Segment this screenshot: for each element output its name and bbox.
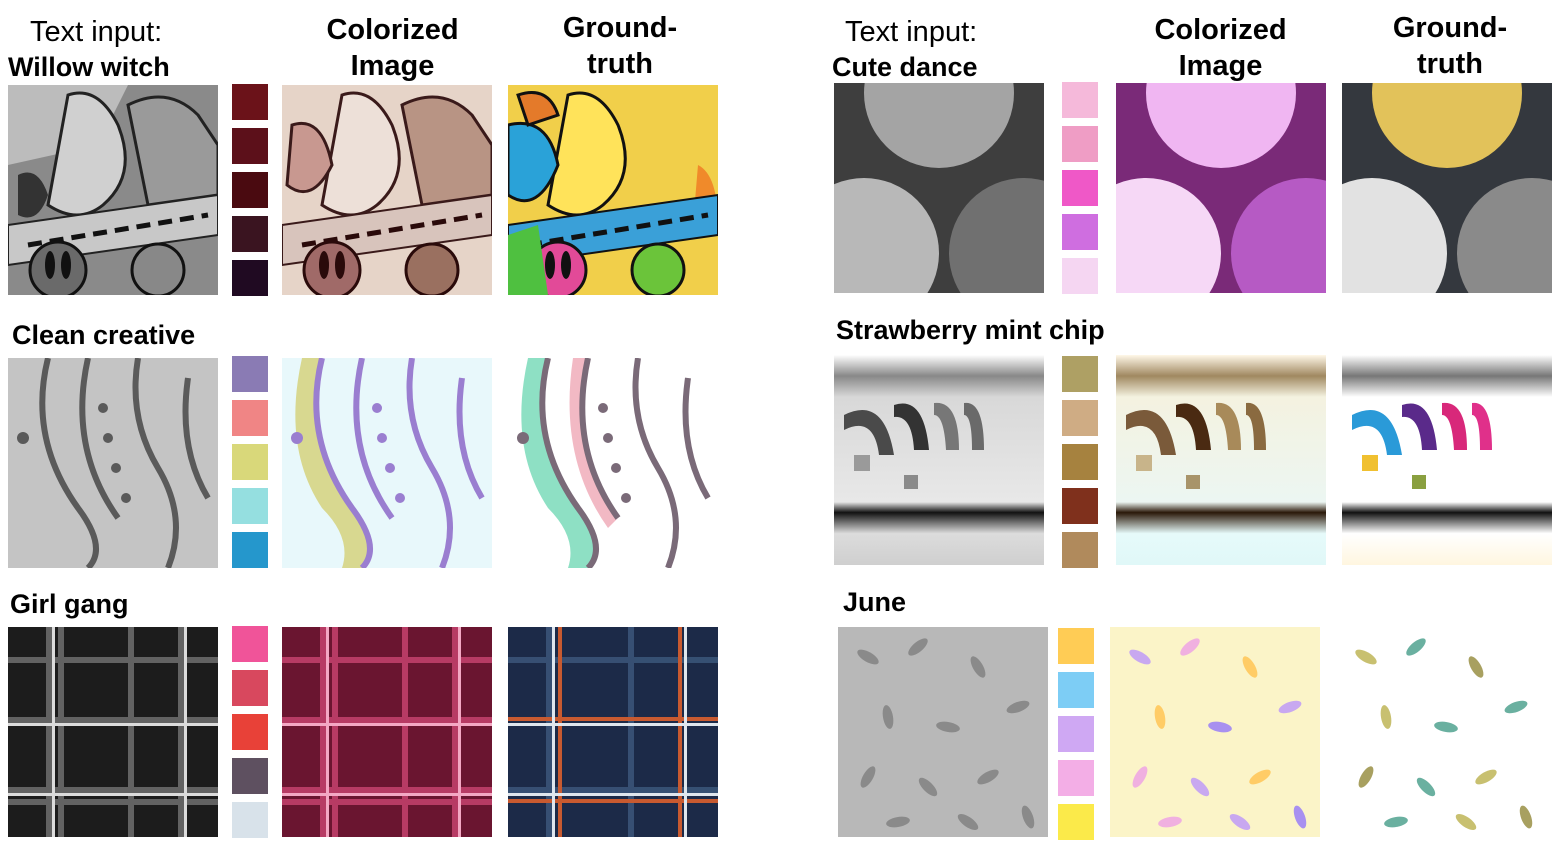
color-swatch — [1062, 488, 1098, 524]
colorized-output-image — [282, 85, 492, 295]
color-swatch — [232, 802, 268, 838]
color-swatch — [1062, 444, 1098, 480]
grayscale-input-image — [8, 358, 218, 568]
color-swatch — [1058, 628, 1094, 664]
example-label-strawberry-mint-chip: Strawberry mint chip — [836, 315, 1105, 345]
color-swatch — [1058, 804, 1094, 840]
ground-truth-image — [1342, 355, 1552, 565]
color-swatch — [1062, 258, 1098, 294]
grayscale-input-image — [834, 83, 1044, 293]
color-swatch — [1062, 170, 1098, 206]
color-swatch — [1062, 532, 1098, 568]
color-swatch — [1062, 126, 1098, 162]
ground-truth-image — [508, 85, 718, 295]
color-swatch — [232, 172, 268, 208]
grayscale-input-image — [8, 85, 218, 295]
colorized-output-image — [282, 627, 492, 837]
color-swatch — [232, 84, 268, 120]
example-label-cute-dance: Cute dance — [832, 52, 978, 82]
grayscale-input-image — [834, 355, 1044, 565]
header-text-input-left: Text input: — [30, 16, 163, 48]
color-swatch — [1062, 214, 1098, 250]
colorized-output-image — [1110, 627, 1320, 837]
color-swatch — [232, 670, 268, 706]
color-swatch — [232, 356, 268, 392]
example-label-girl-gang: Girl gang — [10, 589, 129, 619]
color-swatch — [1058, 760, 1094, 796]
ground-truth-image — [1336, 627, 1546, 837]
color-swatch — [232, 444, 268, 480]
header-text-input-right: Text input: — [845, 16, 978, 48]
header-colorized-left: Colorized Image — [326, 14, 459, 82]
color-swatch — [232, 128, 268, 164]
example-label-clean-creative: Clean creative — [12, 320, 196, 350]
colorized-output-image — [1116, 83, 1326, 293]
header-colorized-right: Colorized Image — [1154, 14, 1287, 82]
colorized-output-image — [1116, 355, 1326, 565]
ground-truth-image — [508, 358, 718, 568]
grayscale-input-image — [838, 627, 1048, 837]
color-swatch — [1062, 82, 1098, 118]
color-swatch — [232, 260, 268, 296]
header-ground-truth-right: Ground- truth — [1392, 12, 1508, 80]
color-swatch — [232, 758, 268, 794]
color-swatch — [1058, 672, 1094, 708]
color-swatch — [232, 532, 268, 568]
color-swatch — [232, 626, 268, 662]
ground-truth-image — [1342, 83, 1552, 293]
color-swatch — [232, 714, 268, 750]
color-swatch — [1062, 400, 1098, 436]
example-label-willow-witch: Willow witch — [8, 52, 170, 82]
color-swatch — [1062, 356, 1098, 392]
color-swatch — [232, 400, 268, 436]
grayscale-input-image — [8, 627, 218, 837]
example-label-june: June — [843, 587, 907, 617]
color-swatch — [232, 216, 268, 252]
header-ground-truth-left: Ground- truth — [562, 12, 678, 80]
color-swatch — [1058, 716, 1094, 752]
ground-truth-image — [508, 627, 718, 837]
color-swatch — [232, 488, 268, 524]
colorized-output-image — [282, 358, 492, 568]
